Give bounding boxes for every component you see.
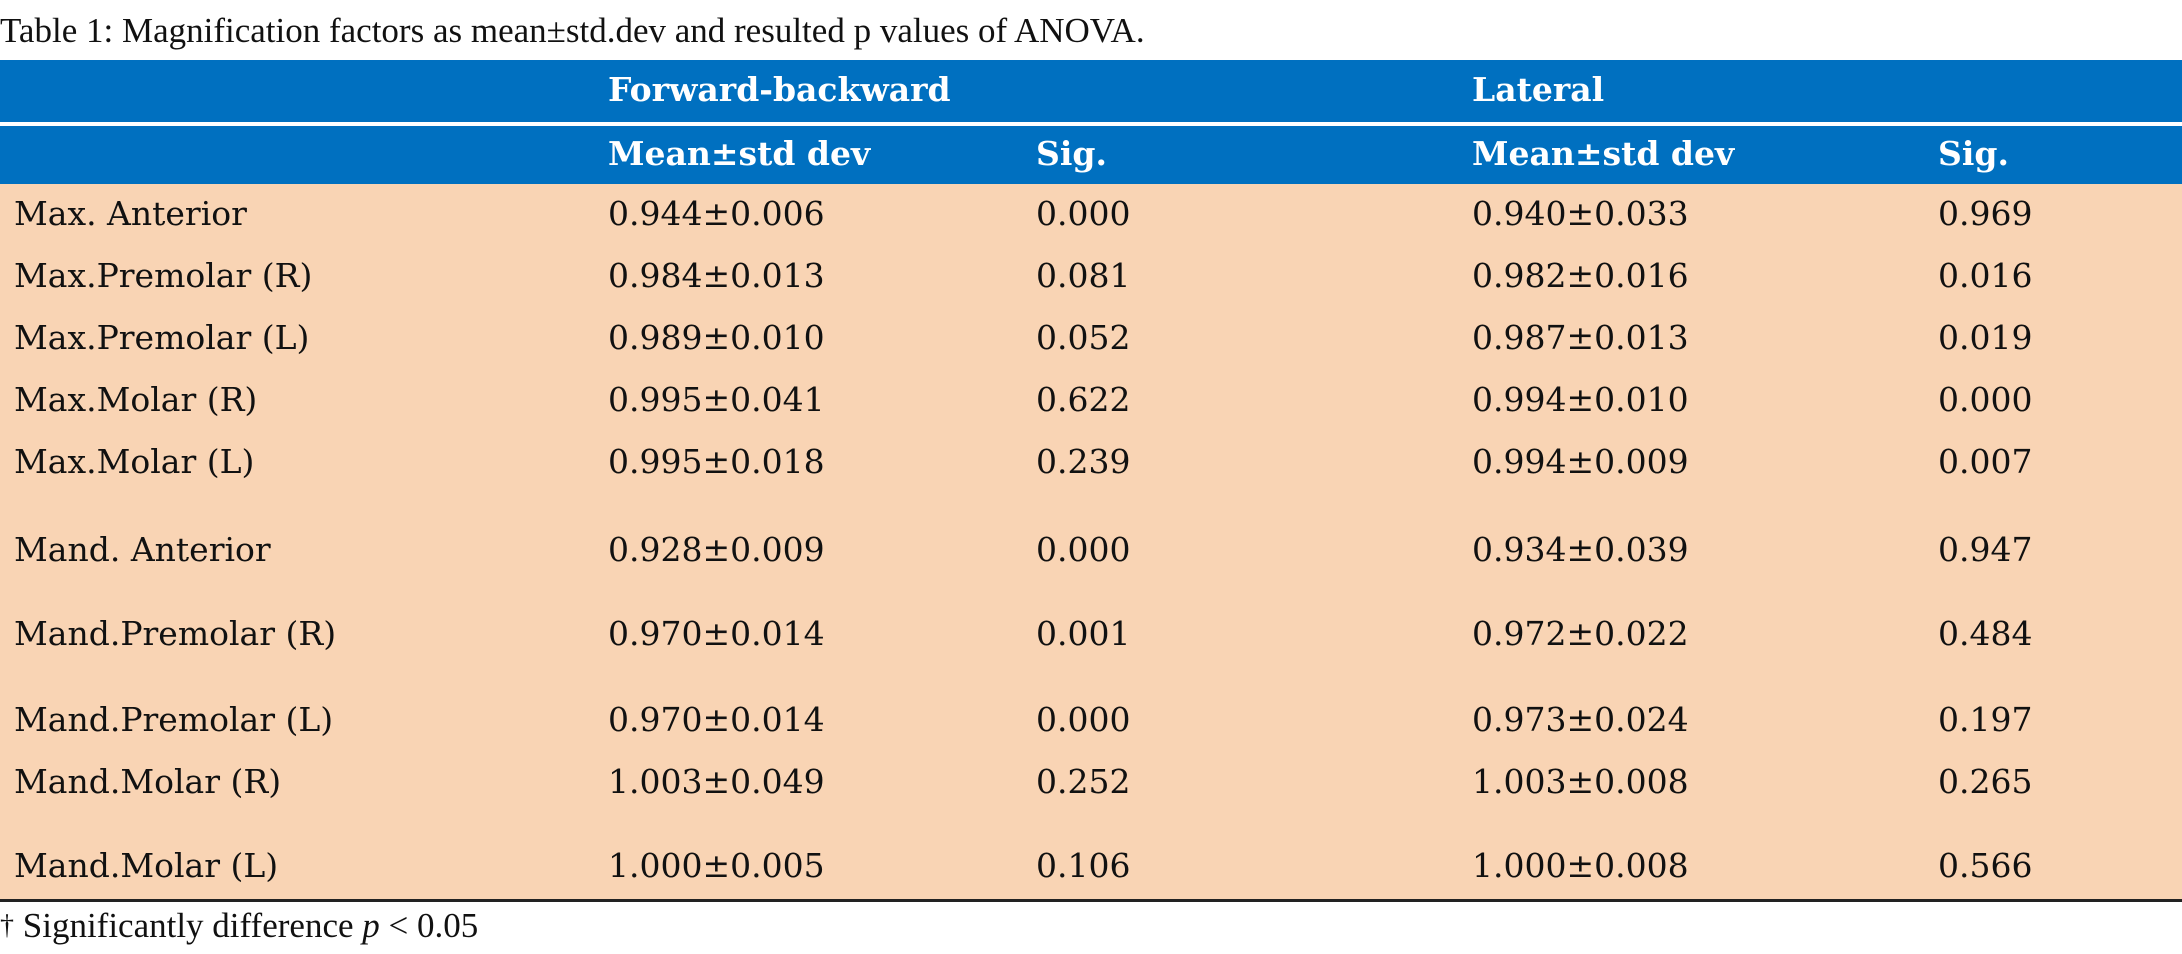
cell-lat-sig: 0.969 — [1938, 194, 2033, 233]
cell-lat-sig: 0.016 — [1938, 256, 2033, 295]
results-table: Forward-backward Lateral Mean±std dev Si… — [0, 60, 2182, 902]
row-label: Max.Premolar (L) — [14, 318, 310, 357]
table-header-sub-row: Mean±std dev Sig. Mean±std dev Sig. — [0, 122, 2182, 184]
cell-fb-sig: 0.106 — [1036, 846, 1131, 885]
table-header-group-row: Forward-backward Lateral — [0, 60, 2182, 122]
cell-lat-sig: 0.566 — [1938, 846, 2033, 885]
cell-lat-mean: 0.972±0.022 — [1472, 614, 1689, 653]
cell-lat-mean: 0.994±0.009 — [1472, 442, 1689, 481]
cell-fb-mean: 0.989±0.010 — [608, 318, 825, 357]
row-label: Mand.Molar (L) — [14, 846, 279, 885]
cell-fb-mean: 0.944±0.006 — [608, 194, 825, 233]
header-forward-backward: Forward-backward — [608, 70, 951, 109]
cell-lat-mean: 0.987±0.013 — [1472, 318, 1689, 357]
cell-lat-sig: 0.019 — [1938, 318, 2033, 357]
footnote-text: Significantly difference — [14, 906, 363, 945]
table-row: Max.Premolar (L) 0.989±0.010 0.052 0.987±0.… — [0, 308, 2182, 370]
cell-lat-sig: 0.007 — [1938, 442, 2033, 481]
cell-lat-mean: 0.994±0.010 — [1472, 380, 1689, 419]
table-row: Mand.Premolar (R) 0.970±0.014 0.001 0.972±0… — [0, 604, 2182, 666]
cell-lat-sig: 0.265 — [1938, 762, 2033, 801]
header-fb-sig: Sig. — [1036, 134, 1107, 173]
cell-fb-mean: 1.003±0.049 — [608, 762, 825, 801]
header-lat-sig: Sig. — [1938, 134, 2009, 173]
table-row: Mand. Anterior 0.928±0.009 0.000 0.934±0.03… — [0, 520, 2182, 582]
table-caption: Table 1: Magnification factors as mean±s… — [0, 11, 1145, 50]
cell-fb-mean: 0.995±0.041 — [608, 380, 825, 419]
cell-fb-sig: 0.000 — [1036, 700, 1131, 739]
cell-lat-mean: 0.940±0.033 — [1472, 194, 1689, 233]
cell-lat-mean: 1.000±0.008 — [1472, 846, 1689, 885]
cell-fb-mean: 0.995±0.018 — [608, 442, 825, 481]
table-row: Max.Molar (L) 0.995±0.018 0.239 0.994±0.009… — [0, 432, 2182, 494]
cell-fb-sig: 0.252 — [1036, 762, 1131, 801]
cell-fb-sig: 0.239 — [1036, 442, 1131, 481]
cell-lat-sig: 0.197 — [1938, 700, 2033, 739]
cell-lat-sig: 0.947 — [1938, 530, 2033, 569]
row-label: Mand.Molar (R) — [14, 762, 282, 801]
cell-fb-mean: 1.000±0.005 — [608, 846, 825, 885]
row-label: Mand.Premolar (L) — [14, 700, 334, 739]
cell-lat-sig: 0.484 — [1938, 614, 2033, 653]
row-label: Max. Anterior — [14, 194, 247, 233]
table-body: Max. Anterior 0.944±0.006 0.000 0.940±0.033… — [0, 184, 2182, 902]
footnote-threshold: < 0.05 — [379, 906, 479, 945]
cell-lat-mean: 1.003±0.008 — [1472, 762, 1689, 801]
table-row: Max. Anterior 0.944±0.006 0.000 0.940±0.033… — [0, 184, 2182, 246]
row-label: Mand. Anterior — [14, 530, 271, 569]
cell-fb-mean: 0.928±0.009 — [608, 530, 825, 569]
table-row: Max.Molar (R) 0.995±0.041 0.622 0.994±0.010… — [0, 370, 2182, 432]
cell-fb-sig: 0.000 — [1036, 530, 1131, 569]
table-row: Mand.Molar (L) 1.000±0.005 0.106 1.000±0.00… — [0, 836, 2182, 898]
cell-fb-sig: 0.000 — [1036, 194, 1131, 233]
row-label: Max.Molar (R) — [14, 380, 258, 419]
cell-fb-mean: 0.984±0.013 — [608, 256, 825, 295]
cell-lat-mean: 0.982±0.016 — [1472, 256, 1689, 295]
table-footnote: † Significantly difference p < 0.05 — [0, 904, 478, 948]
cell-lat-mean: 0.934±0.039 — [1472, 530, 1689, 569]
header-lateral: Lateral — [1472, 70, 1605, 109]
cell-fb-sig: 0.052 — [1036, 318, 1131, 357]
table-row: Mand.Molar (R) 1.003±0.049 0.252 1.003±0.00… — [0, 752, 2182, 814]
cell-fb-mean: 0.970±0.014 — [608, 614, 825, 653]
header-lat-mean: Mean±std dev — [1472, 134, 1735, 173]
cell-fb-sig: 0.081 — [1036, 256, 1131, 295]
row-label: Max.Molar (L) — [14, 442, 255, 481]
row-label: Max.Premolar (R) — [14, 256, 313, 295]
dagger-symbol: † — [0, 910, 14, 941]
footnote-p: p — [362, 906, 380, 945]
cell-fb-sig: 0.622 — [1036, 380, 1131, 419]
row-label: Mand.Premolar (R) — [14, 614, 337, 653]
table-row: Mand.Premolar (L) 0.970±0.014 0.000 0.973±0… — [0, 690, 2182, 752]
cell-lat-sig: 0.000 — [1938, 380, 2033, 419]
cell-lat-mean: 0.973±0.024 — [1472, 700, 1689, 739]
cell-fb-mean: 0.970±0.014 — [608, 700, 825, 739]
cell-fb-sig: 0.001 — [1036, 614, 1131, 653]
header-fb-mean: Mean±std dev — [608, 134, 871, 173]
table-row: Max.Premolar (R) 0.984±0.013 0.081 0.982±0.… — [0, 246, 2182, 308]
